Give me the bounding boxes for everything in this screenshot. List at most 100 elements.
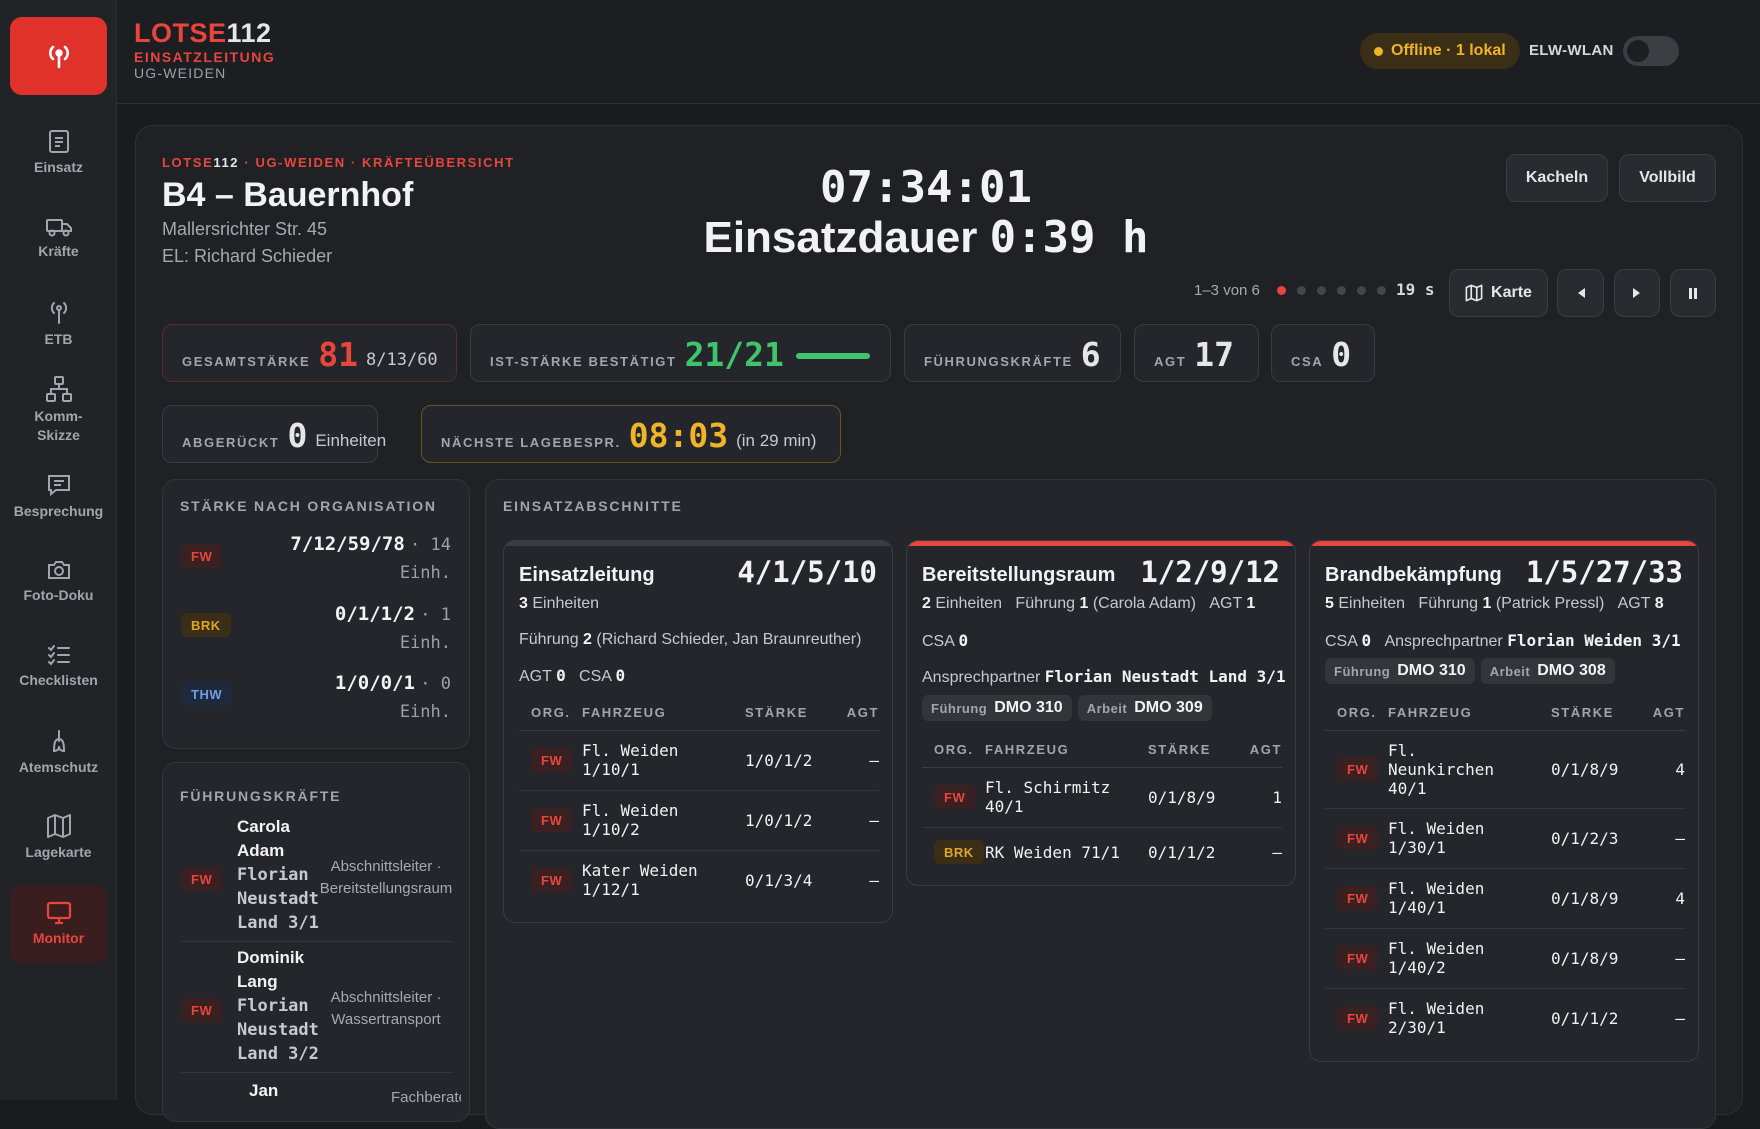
page-dot[interactable]	[1317, 286, 1326, 295]
incident-leader: EL: Richard Schieder	[162, 246, 333, 266]
nav-label: Lagekarte	[25, 844, 92, 860]
hierarchy-icon	[45, 376, 72, 402]
table-row[interactable]: FW Fl. Weiden 1/40/1 0/1/8/9 4	[1325, 868, 1685, 929]
leader-unit: Florian	[237, 996, 309, 1016]
leader-role: Fachberater	[391, 1087, 461, 1109]
table-row[interactable]: FW Fl. Weiden 2/30/1 0/1/1/2 –	[1325, 988, 1685, 1048]
vehicle-line: 1/30/1	[1388, 838, 1446, 857]
leader-first-name: Jan	[249, 1081, 279, 1100]
tiles-button[interactable]: Kacheln	[1506, 154, 1608, 202]
offline-status-badge[interactable]: Offline · 1 lokal	[1360, 33, 1520, 69]
vehicle-agt: 1	[1240, 767, 1282, 828]
stat-sub: 8/13/60	[366, 350, 438, 370]
page-dot[interactable]	[1357, 286, 1366, 295]
leadership-label: Führung	[519, 631, 579, 648]
pause-button[interactable]	[1670, 269, 1716, 317]
page-dot[interactable]	[1337, 286, 1346, 295]
vehicle-agt: 4	[1643, 868, 1685, 929]
org-values: 1/0/0/1 · 0 Einh.	[335, 669, 451, 726]
section-card-bereitstellungsraum[interactable]: Bereitstellungsraum 1/2/9/12 2 Einheiten…	[906, 540, 1296, 886]
vehicle-strength: 0/1/8/9	[1551, 928, 1643, 989]
nav-label: Einsatz	[33, 159, 83, 175]
nav-monitor[interactable]: Monitor	[10, 885, 107, 963]
nav-einsatz[interactable]: Einsatz	[0, 128, 117, 177]
vehicle-agt: –	[1643, 928, 1685, 989]
page-dot[interactable]	[1297, 286, 1306, 295]
table-row[interactable]: FW Fl. Weiden 1/10/2 1/0/1/2 –	[519, 790, 879, 851]
stat-value: 81	[318, 335, 359, 374]
incident-title: B4 – Bauernhof	[162, 176, 414, 214]
vehicle-strength: 1/0/1/2	[745, 730, 837, 791]
table-row[interactable]: BRK RK Weiden 71/1 0/1/1/2 –	[922, 827, 1282, 877]
agt-count: 1	[1246, 595, 1256, 612]
section-card-brandbekaempfung[interactable]: Brandbekämpfung 1/5/27/33 5 Einheiten Fü…	[1309, 540, 1699, 1062]
org-tag: FW	[181, 998, 223, 1022]
section-strength: 1/5/27/33	[1525, 555, 1683, 589]
csa-count: 0	[1361, 631, 1372, 650]
crumb-part: 112	[213, 155, 240, 170]
section-name: Einsatzleitung	[519, 564, 655, 586]
page-dot[interactable]	[1277, 286, 1286, 295]
wlan-toggle[interactable]	[1623, 36, 1679, 66]
csa-label: CSA	[1325, 633, 1358, 650]
nav-checklisten[interactable]: Checklisten	[0, 643, 117, 690]
col-agt: AGT	[837, 696, 879, 731]
app-logo-button[interactable]	[10, 17, 107, 95]
vehicle-name: Fl. Weiden 1/10/2	[582, 790, 745, 851]
org-units: · 0	[420, 674, 451, 694]
section-strength: 4/1/5/10	[737, 555, 877, 589]
stat-value: 08:03	[628, 416, 729, 455]
table-row[interactable]: FW Kater Weiden 1/12/1 0/1/3/4 –	[519, 850, 879, 910]
nav-foto-doku[interactable]: Foto-Doku	[0, 558, 117, 605]
page-dot[interactable]	[1377, 286, 1386, 295]
confirmed-progress-bar	[795, 353, 870, 359]
clock: 07:34:01	[820, 162, 1032, 213]
section-csa-contact: CSA 0 Ansprechpartner Florian Weiden 3/1	[1325, 631, 1681, 651]
nav-besprechung[interactable]: Besprechung	[0, 472, 117, 521]
org-tag: FW	[181, 544, 223, 568]
nav-kraefte[interactable]: Kräfte	[0, 216, 117, 261]
org-strength: 1/0/0/1	[334, 672, 415, 694]
leader-row[interactable]: FW Dominik Lang Florian Neustadt Land 3/2 Ab…	[181, 942, 453, 1073]
col-vehicle: FAHRZEUG	[1388, 696, 1551, 731]
nav-atemschutz[interactable]: Atemschutz	[0, 728, 117, 777]
leader-row[interactable]: Jan Fachberater	[181, 1073, 461, 1121]
table-row[interactable]: FW Fl. Weiden 1/40/2 0/1/8/9 –	[1325, 928, 1685, 989]
leader-unit: Neustadt	[237, 1020, 319, 1040]
vehicle-agt: 4	[1643, 730, 1685, 809]
incident-address: Mallersrichter Str. 45	[162, 219, 328, 239]
section-card-einsatzleitung[interactable]: Einsatzleitung 4/1/5/10 3 Einheiten Führ…	[503, 540, 893, 923]
nav-lagekarte[interactable]: Lagekarte	[0, 813, 117, 862]
leader-name: Jan	[249, 1079, 278, 1103]
units-label: Einheiten	[935, 595, 1003, 612]
sections-box: EINSATZABSCHNITTE Einsatzleitung 4/1/5/1…	[485, 479, 1716, 1129]
leader-role-line: Wassertransport	[331, 1011, 441, 1028]
col-strength: STÄRKE	[1551, 696, 1643, 731]
agt-label: AGT	[1617, 595, 1651, 612]
contact-label: Ansprechpartner	[922, 669, 1041, 686]
org-units-label: Einh.	[399, 702, 451, 722]
table-row[interactable]: FW Fl. Neunkirchen 40/1 0/1/8/9 4	[1325, 730, 1685, 809]
prev-page-button[interactable]	[1557, 269, 1604, 317]
org-row-brk: BRK 0/1/1/2 · 1 Einh.	[181, 600, 451, 660]
section-contact: Ansprechpartner Florian Neustadt Land 3/…	[922, 667, 1286, 687]
leader-unit: Florian	[237, 865, 309, 885]
vehicle-line: 40/1	[985, 797, 1024, 816]
stat-value: 17	[1194, 335, 1234, 374]
nav-etb[interactable]: ETB	[0, 298, 117, 349]
next-page-button[interactable]	[1614, 269, 1660, 317]
fullscreen-button[interactable]: Vollbild	[1619, 154, 1716, 202]
clipboard-icon	[48, 130, 69, 153]
vehicle-line: Kater Weiden	[582, 861, 698, 881]
table-row[interactable]: FW Fl. Weiden 1/30/1 0/1/2/3 –	[1325, 808, 1685, 869]
vehicle-line: 1/10/2	[582, 820, 640, 839]
vehicle-name: Fl. Schirmitz 40/1	[985, 767, 1148, 828]
table-row[interactable]: FW Fl. Weiden 1/10/1 1/0/1/2 –	[519, 730, 879, 791]
map-button[interactable]: Karte	[1449, 269, 1548, 317]
table-row[interactable]: FW Fl. Schirmitz 40/1 0/1/8/9 1	[922, 767, 1282, 828]
vehicle-name: RK Weiden 71/1	[985, 842, 1120, 862]
monitor-panel: LOTSE112 · UG-WEIDEN · KRÄFTEÜBERSICHT B…	[135, 125, 1743, 1129]
agt-count: 0	[556, 666, 566, 685]
nav-komm-skizze[interactable]: Komm-Skizze	[0, 375, 117, 445]
leader-row[interactable]: FW Carola Adam Florian Neustadt Land 3/1 Abs…	[181, 811, 453, 942]
